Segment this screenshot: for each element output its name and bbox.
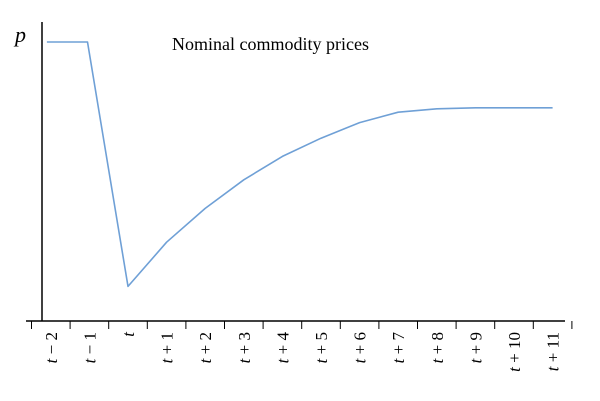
x-tick-label: t + 7 — [389, 332, 408, 364]
y-axis-label: p — [13, 22, 26, 47]
x-tick-label: t + 10 — [505, 332, 524, 372]
axes — [26, 22, 565, 322]
x-tick-label: t + 6 — [351, 332, 370, 363]
x-axis-ticks — [31, 321, 573, 329]
chart-title: Nominal commodity prices — [172, 34, 369, 54]
series-line — [46, 41, 553, 288]
series-group — [46, 41, 553, 288]
x-tick-label: t − 2 — [42, 332, 61, 363]
x-tick-label: t + 1 — [158, 332, 177, 363]
x-tick-label: t + 3 — [235, 332, 254, 363]
x-tick-label: t + 9 — [466, 332, 485, 363]
x-tick-label: t — [119, 331, 138, 337]
x-tick-label: t − 1 — [80, 332, 99, 363]
x-tick-label: t + 2 — [196, 332, 215, 363]
x-tick-label: t + 4 — [273, 332, 292, 364]
x-tick-label: t + 5 — [312, 332, 331, 363]
x-tick-label: t + 8 — [428, 332, 447, 363]
x-axis-tick-labels: t − 2 t − 1 t t + 1 t + 2 t + 3 t + 4 t + 5 t + … — [42, 331, 563, 372]
x-tick-label: t + 11 — [544, 332, 563, 371]
